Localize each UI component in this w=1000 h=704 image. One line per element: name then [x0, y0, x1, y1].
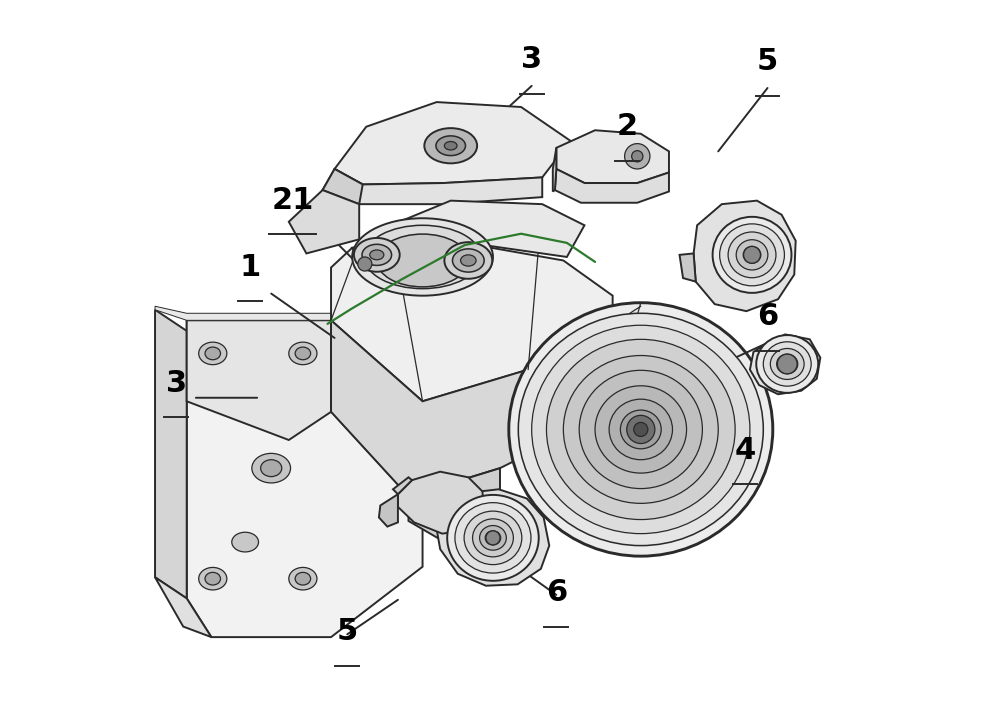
Polygon shape	[694, 201, 796, 311]
Polygon shape	[187, 320, 423, 637]
Ellipse shape	[509, 303, 773, 556]
Text: 6: 6	[757, 302, 778, 331]
Circle shape	[358, 257, 372, 271]
Ellipse shape	[464, 511, 522, 565]
Polygon shape	[393, 477, 412, 494]
Ellipse shape	[736, 239, 768, 270]
Polygon shape	[555, 169, 669, 203]
Polygon shape	[155, 577, 211, 637]
Ellipse shape	[444, 142, 457, 150]
Ellipse shape	[595, 386, 687, 473]
Ellipse shape	[295, 572, 311, 585]
Ellipse shape	[436, 136, 466, 156]
Text: 6: 6	[546, 578, 567, 607]
Ellipse shape	[777, 354, 798, 374]
Ellipse shape	[232, 532, 259, 552]
Polygon shape	[750, 334, 820, 394]
Ellipse shape	[461, 255, 476, 266]
Ellipse shape	[620, 410, 661, 449]
Text: 4: 4	[734, 436, 756, 465]
Ellipse shape	[743, 246, 761, 263]
Ellipse shape	[770, 348, 804, 379]
Polygon shape	[323, 169, 363, 204]
Polygon shape	[331, 320, 613, 496]
Ellipse shape	[452, 249, 484, 272]
Ellipse shape	[763, 342, 811, 386]
Ellipse shape	[377, 234, 468, 287]
Polygon shape	[435, 489, 549, 586]
Ellipse shape	[199, 567, 227, 590]
Ellipse shape	[713, 217, 791, 293]
Circle shape	[625, 144, 650, 169]
Ellipse shape	[205, 347, 221, 360]
Polygon shape	[352, 201, 584, 257]
Circle shape	[632, 151, 643, 162]
Text: 3: 3	[166, 369, 187, 398]
Circle shape	[486, 531, 500, 545]
Polygon shape	[331, 239, 613, 401]
Ellipse shape	[579, 370, 702, 489]
Ellipse shape	[205, 572, 221, 585]
Ellipse shape	[354, 238, 400, 272]
Polygon shape	[553, 148, 556, 191]
Polygon shape	[379, 494, 398, 527]
Ellipse shape	[424, 128, 477, 163]
Text: 21: 21	[271, 186, 314, 215]
Polygon shape	[187, 320, 331, 440]
Ellipse shape	[352, 218, 493, 296]
Ellipse shape	[455, 503, 531, 573]
Ellipse shape	[289, 342, 317, 365]
Text: 1: 1	[239, 253, 261, 282]
Polygon shape	[155, 306, 335, 320]
Polygon shape	[335, 102, 570, 184]
Ellipse shape	[447, 495, 539, 581]
Ellipse shape	[518, 313, 763, 546]
Text: 2: 2	[616, 112, 637, 141]
Ellipse shape	[485, 531, 501, 545]
Ellipse shape	[756, 335, 818, 393]
Ellipse shape	[289, 567, 317, 590]
Text: 5: 5	[757, 47, 778, 76]
Circle shape	[777, 354, 797, 374]
Ellipse shape	[546, 339, 735, 520]
Ellipse shape	[252, 453, 291, 483]
Ellipse shape	[728, 232, 776, 277]
Ellipse shape	[444, 242, 492, 279]
Ellipse shape	[362, 244, 392, 265]
Ellipse shape	[370, 250, 384, 260]
Ellipse shape	[609, 399, 672, 460]
Ellipse shape	[532, 325, 750, 534]
Polygon shape	[323, 169, 542, 204]
Ellipse shape	[295, 347, 311, 360]
Ellipse shape	[480, 525, 506, 551]
Ellipse shape	[473, 519, 513, 557]
Ellipse shape	[720, 224, 784, 286]
Text: 5: 5	[337, 617, 358, 646]
Polygon shape	[155, 310, 187, 598]
Polygon shape	[680, 253, 696, 282]
Ellipse shape	[628, 418, 653, 441]
Polygon shape	[289, 190, 359, 253]
Ellipse shape	[261, 460, 282, 477]
Polygon shape	[398, 472, 485, 534]
Ellipse shape	[563, 356, 718, 503]
Circle shape	[634, 422, 648, 436]
Ellipse shape	[364, 225, 481, 289]
Text: 3: 3	[521, 45, 542, 74]
Ellipse shape	[199, 342, 227, 365]
Circle shape	[744, 246, 760, 263]
Polygon shape	[408, 468, 500, 546]
Polygon shape	[556, 130, 669, 183]
Circle shape	[627, 415, 655, 444]
